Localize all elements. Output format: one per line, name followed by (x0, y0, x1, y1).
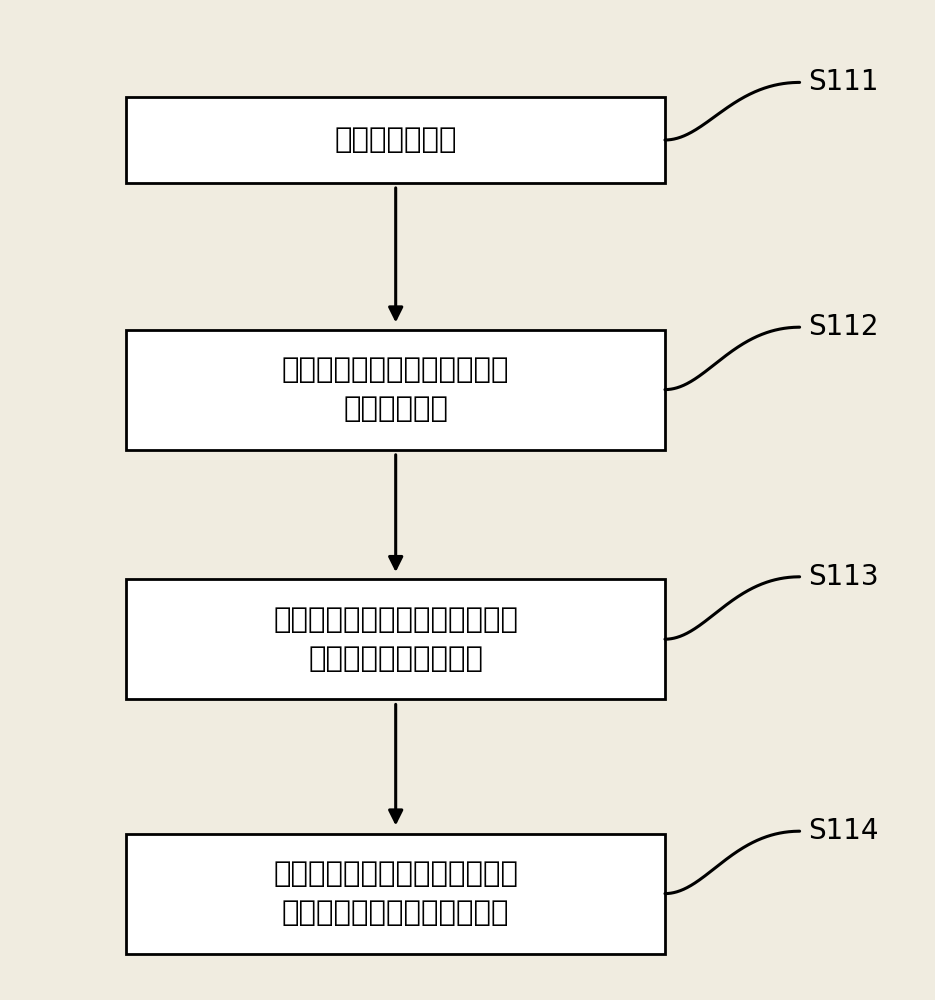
Bar (126, 579, 665, 699)
Text: S111: S111 (809, 68, 879, 96)
Text: 提供一生物分子: 提供一生物分子 (335, 126, 457, 154)
Text: S112: S112 (809, 313, 879, 341)
Text: 将载有该生物分子的生物分子反
应载台置于一反应液中: 将载有该生物分子的生物分子反 应载台置于一反应液中 (273, 606, 518, 673)
Bar (126, 330, 665, 450)
Text: S113: S113 (809, 563, 879, 591)
Bar (126, 97, 665, 183)
Bar (126, 834, 665, 954)
Text: 将该生物分子装载于该生物分
子反应载台上: 将该生物分子装载于该生物分 子反应载台上 (282, 356, 510, 423)
Text: S114: S114 (809, 817, 879, 845)
Text: 将该反应液置入该生物反应盒体
内的反应槽中以进行生物反应: 将该反应液置入该生物反应盒体 内的反应槽中以进行生物反应 (273, 860, 518, 927)
